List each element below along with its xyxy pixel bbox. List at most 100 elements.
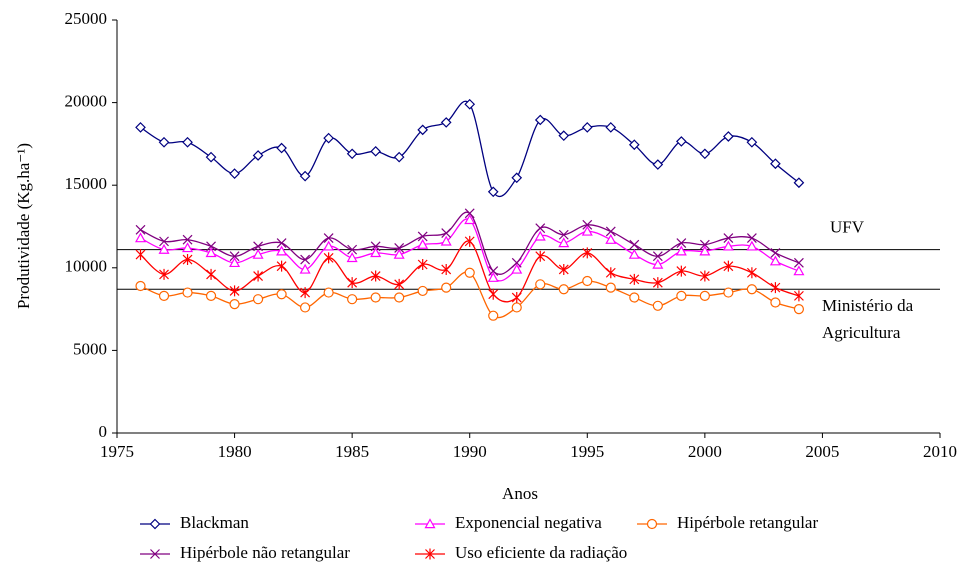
- marker: [723, 131, 734, 142]
- marker: [628, 139, 640, 151]
- marker: [770, 282, 781, 294]
- marker: [652, 277, 663, 289]
- marker: [229, 285, 240, 297]
- marker: [676, 265, 687, 277]
- marker: [464, 208, 475, 219]
- marker: [535, 279, 546, 290]
- marker: [159, 268, 169, 280]
- x-axis-title: Anos: [502, 484, 538, 503]
- marker: [488, 266, 499, 277]
- marker: [135, 224, 146, 235]
- marker: [299, 170, 311, 182]
- marker: [746, 267, 757, 279]
- y-tick-label: 25000: [65, 9, 108, 28]
- marker: [182, 242, 194, 253]
- legend-marker: [149, 518, 161, 530]
- marker: [323, 287, 334, 298]
- marker: [511, 302, 522, 313]
- marker: [252, 150, 264, 161]
- marker: [723, 233, 734, 243]
- marker: [582, 219, 593, 230]
- legend-label: Exponencial negativa: [455, 513, 602, 532]
- marker: [440, 235, 452, 246]
- marker: [699, 290, 710, 301]
- marker: [253, 241, 264, 252]
- legend-label: Blackman: [180, 513, 249, 532]
- marker: [629, 239, 640, 250]
- marker: [769, 255, 781, 266]
- marker: [441, 282, 452, 293]
- x-tick-label: 2010: [923, 442, 957, 461]
- marker: [581, 225, 593, 236]
- marker: [582, 275, 593, 287]
- marker: [370, 270, 381, 282]
- legend-marker: [150, 549, 160, 559]
- marker: [182, 136, 193, 148]
- marker: [535, 223, 546, 234]
- marker: [746, 284, 757, 295]
- y-tick-label: 20000: [65, 92, 108, 111]
- marker: [253, 270, 264, 282]
- marker: [206, 268, 216, 280]
- x-tick-label: 1990: [453, 442, 487, 461]
- marker: [605, 282, 616, 293]
- marker: [417, 124, 429, 136]
- marker: [535, 250, 546, 262]
- marker: [205, 151, 217, 163]
- marker: [676, 238, 687, 248]
- marker: [441, 263, 452, 275]
- marker: [675, 245, 687, 256]
- marker: [346, 252, 358, 263]
- marker: [723, 287, 734, 298]
- marker: [370, 247, 382, 258]
- marker: [488, 288, 499, 300]
- series-line: [140, 100, 800, 198]
- marker: [159, 236, 169, 247]
- marker: [652, 251, 663, 262]
- legend-label: Hipérbole não retangular: [180, 543, 350, 562]
- marker: [440, 117, 452, 128]
- marker: [605, 122, 617, 133]
- marker: [370, 292, 381, 303]
- marker: [276, 142, 287, 154]
- marker: [699, 245, 711, 256]
- marker: [487, 186, 499, 198]
- marker: [441, 228, 452, 239]
- marker: [793, 177, 805, 189]
- marker: [323, 240, 335, 251]
- marker: [652, 300, 663, 311]
- legend-marker: [646, 518, 658, 530]
- marker: [605, 226, 616, 237]
- marker: [558, 229, 569, 240]
- marker: [205, 247, 217, 258]
- marker: [276, 245, 288, 256]
- marker: [722, 240, 734, 251]
- marker: [511, 172, 523, 184]
- y-tick-label: 10000: [65, 257, 108, 276]
- marker: [182, 254, 193, 266]
- marker: [558, 237, 570, 248]
- y-axis-title: Produtividade (Kg.ha⁻¹): [14, 143, 33, 309]
- marker: [393, 151, 405, 163]
- y-tick-label: 0: [99, 422, 108, 441]
- marker: [770, 248, 781, 258]
- marker: [229, 257, 241, 268]
- marker: [370, 145, 382, 157]
- marker: [699, 270, 710, 282]
- marker: [793, 265, 805, 276]
- marker: [746, 136, 758, 148]
- marker: [229, 251, 240, 262]
- marker: [252, 294, 264, 305]
- marker: [323, 132, 334, 144]
- marker: [347, 244, 358, 255]
- marker: [229, 299, 240, 310]
- marker: [417, 238, 429, 249]
- marker: [370, 241, 381, 252]
- marker: [394, 278, 405, 290]
- marker: [205, 290, 217, 301]
- marker: [558, 263, 569, 275]
- reference-label: Agricultura: [822, 323, 901, 342]
- marker: [793, 257, 804, 268]
- x-tick-label: 1985: [335, 442, 369, 461]
